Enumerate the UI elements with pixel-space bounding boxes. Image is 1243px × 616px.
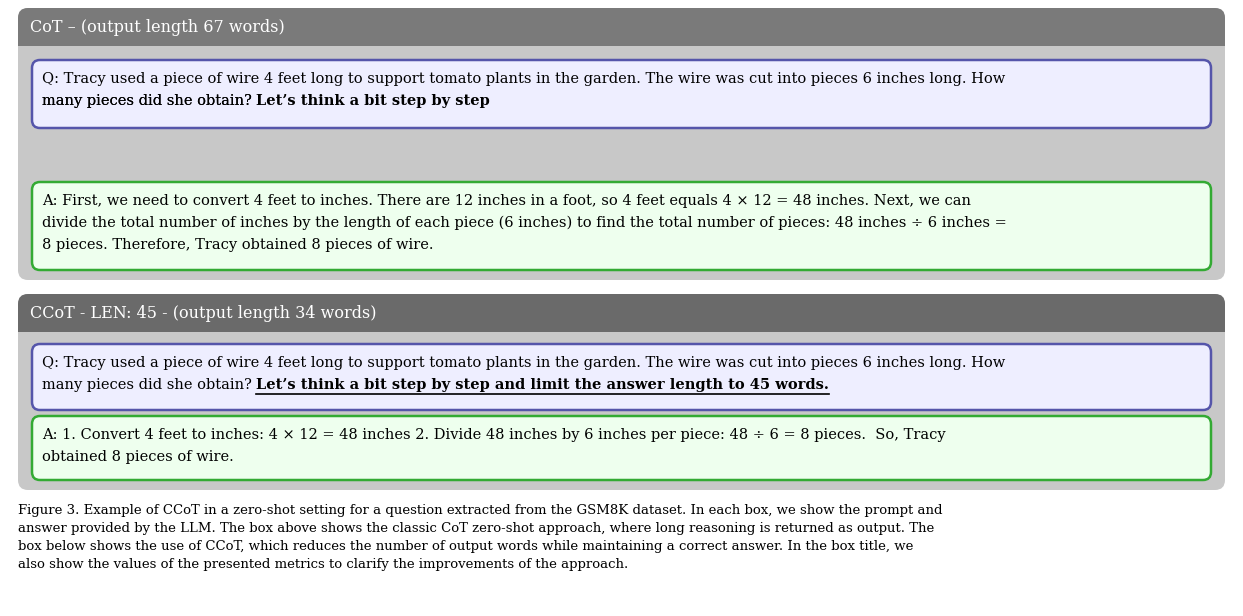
FancyBboxPatch shape: [17, 8, 1226, 280]
FancyBboxPatch shape: [32, 344, 1211, 410]
Text: many pieces did she obtain?: many pieces did she obtain?: [42, 94, 256, 108]
Bar: [17, 27, 1226, 46]
Text: Let’s think a bit step by step: Let’s think a bit step by step: [256, 94, 490, 108]
Text: Figure 3. Example of CCoT in a zero-shot setting for a question extracted from t: Figure 3. Example of CCoT in a zero-shot…: [17, 504, 942, 517]
Text: CoT – (output length 67 words): CoT – (output length 67 words): [30, 18, 285, 36]
FancyBboxPatch shape: [32, 182, 1211, 270]
Text: Let’s think a bit step by step and limit the answer length to 45 words.: Let’s think a bit step by step and limit…: [256, 378, 829, 392]
Text: CCoT - LEN: 45 - (output length 34 words): CCoT - LEN: 45 - (output length 34 words…: [30, 304, 377, 322]
Text: A: 1. Convert 4 feet to inches: 4 × 12 = 48 inches 2. Divide 48 inches by 6 inch: A: 1. Convert 4 feet to inches: 4 × 12 =…: [42, 428, 946, 442]
Bar: [17, 313, 1226, 332]
Text: Q: Tracy used a piece of wire 4 feet long to support tomato plants in the garden: Q: Tracy used a piece of wire 4 feet lon…: [42, 356, 1006, 370]
FancyBboxPatch shape: [17, 8, 1226, 46]
Text: many pieces did she obtain?: many pieces did she obtain?: [42, 94, 256, 108]
FancyBboxPatch shape: [32, 416, 1211, 480]
Text: 8 pieces. Therefore, Tracy obtained 8 pieces of wire.: 8 pieces. Therefore, Tracy obtained 8 pi…: [42, 238, 434, 252]
Text: many pieces did she obtain?: many pieces did she obtain?: [42, 378, 256, 392]
Text: also show the values of the presented metrics to clarify the improvements of the: also show the values of the presented me…: [17, 558, 628, 571]
Text: divide the total number of inches by the length of each piece (6 inches) to find: divide the total number of inches by the…: [42, 216, 1007, 230]
FancyBboxPatch shape: [17, 294, 1226, 490]
Text: Q: Tracy used a piece of wire 4 feet long to support tomato plants in the garden: Q: Tracy used a piece of wire 4 feet lon…: [42, 72, 1006, 86]
Text: answer provided by the LLM. The box above shows the classic CoT zero-shot approa: answer provided by the LLM. The box abov…: [17, 522, 935, 535]
Text: A: First, we need to convert 4 feet to inches. There are 12 inches in a foot, so: A: First, we need to convert 4 feet to i…: [42, 194, 971, 208]
FancyBboxPatch shape: [17, 294, 1226, 332]
Text: obtained 8 pieces of wire.: obtained 8 pieces of wire.: [42, 450, 234, 464]
Text: box below shows the use of CCoT, which reduces the number of output words while : box below shows the use of CCoT, which r…: [17, 540, 914, 553]
FancyBboxPatch shape: [32, 60, 1211, 128]
